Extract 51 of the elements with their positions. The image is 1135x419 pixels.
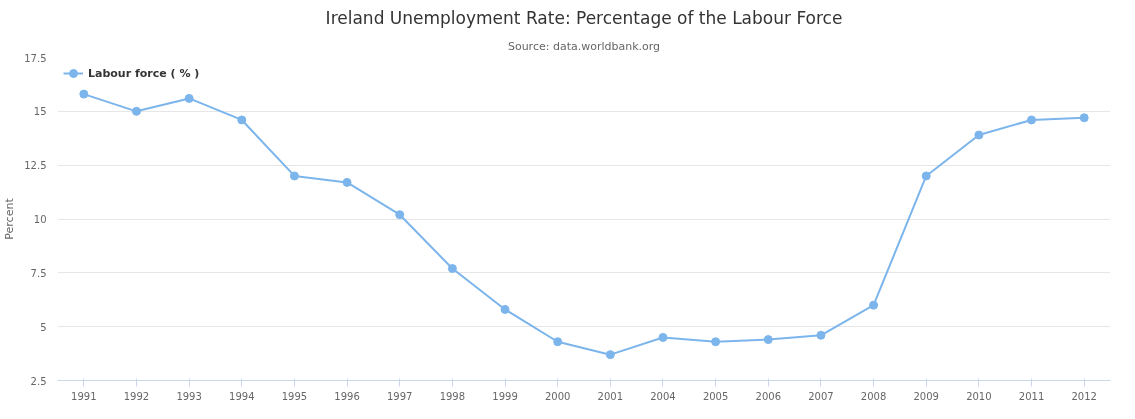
x-tick-label: 2011 (1018, 390, 1045, 402)
x-tick-label: 2006 (755, 390, 781, 402)
x-tick-label: 2001 (597, 390, 624, 402)
chart-subtitle: Source: data.worldbank.org (507, 39, 661, 53)
y-tick-label: 10 (33, 214, 47, 225)
point (711, 337, 721, 347)
x-tick-label: 1999 (492, 390, 518, 402)
x-tick-label: 1995 (281, 390, 308, 402)
y-tick-label: 15 (33, 106, 47, 118)
chart-title: Ireland Unemployment Rate: Percentage of the Labour Force (325, 7, 843, 28)
point (500, 304, 510, 314)
point (974, 130, 984, 140)
x-tick-label: 2004 (650, 390, 676, 402)
y-tick-label: 2.5 (30, 375, 47, 387)
y-tick-label: 17.5 (24, 52, 47, 64)
point (131, 106, 141, 116)
point (1027, 115, 1037, 125)
y-tick-label: 12.5 (24, 160, 47, 172)
x-tick-label: 1997 (387, 390, 413, 402)
point (447, 264, 457, 274)
y-axis-title: Percent (3, 197, 17, 240)
y-tick-label: 5 (40, 321, 47, 333)
point (1079, 113, 1089, 123)
x-tick-label: 2009 (913, 390, 939, 402)
x-tick-label: 2005 (702, 390, 729, 402)
point (79, 89, 89, 99)
x-tick-label: 1996 (334, 390, 360, 402)
point (237, 115, 247, 125)
point (342, 177, 352, 187)
point (395, 210, 405, 220)
point (921, 171, 931, 181)
point (816, 330, 826, 340)
x-tick-label: 2000 (544, 390, 571, 402)
y-tick-label: 7.5 (30, 267, 47, 279)
x-tick-label: 2007 (808, 390, 834, 402)
legend-label: Labour force ( % ) (88, 66, 200, 80)
x-tick-label: 2010 (966, 390, 992, 402)
point (553, 337, 563, 347)
point (658, 332, 668, 342)
x-tick-label: 1993 (176, 390, 202, 402)
x-tick-label: 1992 (123, 390, 150, 402)
point (184, 93, 194, 103)
point (289, 171, 299, 181)
x-tick-label: 1991 (71, 390, 97, 402)
point (763, 335, 773, 345)
x-tick-label: 2012 (1071, 390, 1097, 402)
x-tick-label: 1998 (439, 390, 466, 402)
point (605, 350, 615, 360)
x-tick-label: 2008 (860, 390, 887, 402)
x-tick-label: 1994 (229, 390, 255, 402)
point (869, 300, 879, 310)
